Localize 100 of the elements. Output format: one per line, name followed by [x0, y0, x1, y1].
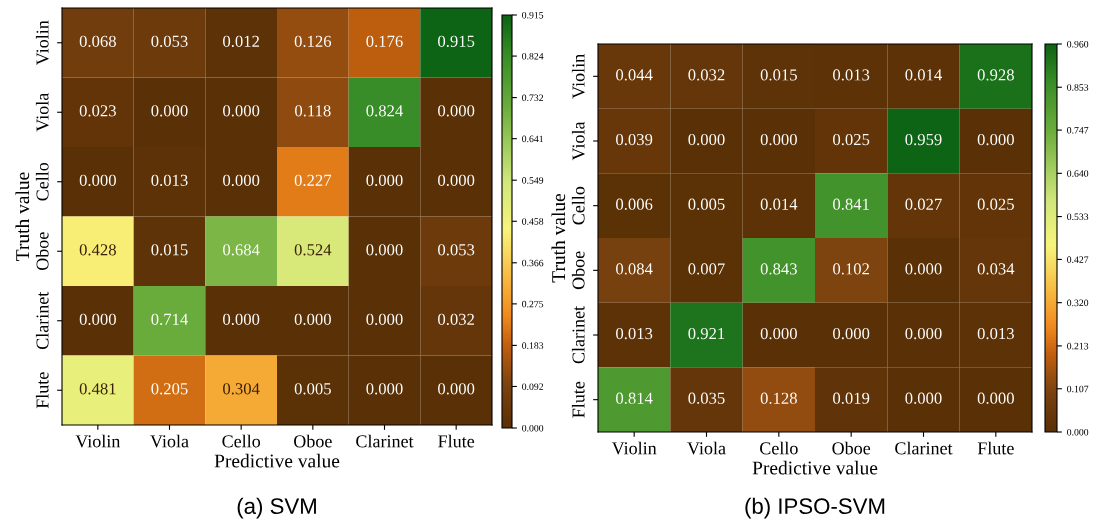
x-tick-label: Viola: [150, 434, 189, 448]
x-tick-label: Clarinet: [356, 434, 414, 448]
data-label: 0.481: [79, 383, 116, 395]
data-label: 0.005: [294, 383, 331, 395]
color-bar-label: 0.915: [522, 11, 544, 19]
data-label: 0.102: [833, 263, 869, 275]
color-bar-label: 0.533: [1067, 213, 1089, 221]
data-label: 0.176: [366, 35, 403, 47]
y-tick-label: Viola: [35, 92, 49, 132]
data-label: 0.126: [294, 35, 332, 47]
text: (b) IPSO-SVM: [745, 497, 885, 519]
color-bar-label: 0.549: [522, 177, 544, 184]
y-tick-label: Viola: [571, 121, 585, 161]
data-label: 0.044: [616, 69, 653, 81]
data-label: 0.227: [294, 174, 332, 186]
x-axis-title: Predictive value: [752, 460, 878, 475]
data-label: 0.013: [616, 327, 653, 340]
x-tick-label: Oboe: [294, 434, 332, 448]
data-label: 0.032: [688, 69, 725, 81]
x-tick-label: Violin: [75, 434, 121, 448]
data-label: 0.007: [688, 263, 725, 275]
data-label: 0.000: [223, 174, 260, 186]
data-label: 0.000: [977, 392, 1014, 404]
x-tick-label: Oboe: [832, 441, 871, 455]
data-label: 0.000: [438, 383, 475, 395]
data-label: 0.000: [366, 383, 403, 395]
data-label: 0.000: [977, 133, 1014, 146]
y-tick-label: Flute: [571, 381, 585, 418]
x-axis-title: Predictive value: [214, 453, 340, 468]
data-label: 0.084: [616, 263, 653, 275]
color-bar-label: 0.640: [1067, 170, 1089, 177]
data-label: 0.959: [905, 133, 942, 146]
data-label: 0.006: [616, 198, 653, 210]
data-label: 0.025: [977, 198, 1014, 210]
data-label: 0.304: [223, 383, 260, 395]
data-label: 0.068: [79, 35, 116, 47]
y-tick-label: Clarinet: [571, 306, 585, 364]
data-label: 0.000: [905, 327, 942, 340]
x-tick-label: Flute: [977, 441, 1014, 455]
data-label: 0.013: [151, 174, 188, 186]
data-label: 0.000: [438, 174, 475, 186]
y-tick-label: Violin: [571, 54, 585, 99]
y-tick-label: Oboe: [571, 251, 585, 290]
x-tick-label: Viola: [687, 441, 726, 455]
data-label: 0.013: [977, 327, 1014, 340]
data-label: 0.000: [223, 313, 260, 325]
x-tick-label: Cello: [222, 434, 261, 448]
data-label: 0.000: [905, 392, 942, 404]
data-label: 0.035: [688, 392, 725, 404]
color-bar-label: 0.824: [522, 52, 544, 60]
color-bar-label: 0.320: [1067, 299, 1089, 307]
data-label: 0.000: [366, 244, 403, 256]
data-label: 0.034: [977, 263, 1015, 275]
data-label: 0.000: [905, 263, 942, 275]
data-label: 0.428: [79, 244, 116, 256]
data-label: 0.000: [688, 133, 725, 146]
data-label: 0.015: [760, 69, 797, 81]
data-label: 0.118: [295, 105, 331, 117]
data-label: 0.000: [294, 313, 331, 325]
color-bar-label: 0.458: [522, 218, 544, 225]
data-label: 0.013: [833, 69, 870, 81]
color-bar-label: 0.960: [1067, 40, 1089, 48]
color-bar-label: 0.275: [522, 300, 544, 308]
y-tick-label: Oboe: [35, 232, 49, 271]
x-tick-label: Cello: [760, 441, 798, 455]
y-axis-title: Truth value: [551, 193, 566, 283]
data-label: 0.524: [294, 244, 332, 256]
x-tick-label: Flute: [438, 434, 475, 448]
data-label: 0.684: [223, 244, 260, 256]
y-tick-label: Cello: [35, 162, 49, 201]
x-tick-label: Violin: [611, 441, 657, 455]
color-bar-label: 0.107: [1067, 385, 1089, 393]
data-label: 0.053: [438, 244, 475, 256]
data-label: 0.019: [833, 392, 870, 404]
x-tick-label: Clarinet: [895, 441, 953, 455]
y-tick-label: Violin: [35, 20, 49, 66]
data-label: 0.000: [760, 327, 797, 340]
data-label: 0.714: [151, 313, 188, 325]
data-label: 0.205: [151, 383, 188, 395]
y-axis-title: Truth value: [15, 172, 30, 261]
data-label: 0.015: [151, 244, 188, 256]
data-label: 0.025: [833, 133, 870, 146]
data-label: 0.027: [905, 198, 942, 210]
data-label: 0.000: [79, 313, 116, 325]
color-bar-label: 0.641: [522, 135, 544, 143]
color-bar-label: 0.747: [1067, 127, 1089, 134]
data-label: 0.039: [616, 133, 653, 146]
data-label: 0.128: [760, 392, 797, 404]
data-label: 0.000: [223, 105, 260, 117]
color-bar-label: 0.427: [1067, 256, 1089, 263]
y-tick-label: Clarinet: [35, 291, 49, 350]
color-bar-label: 0.000: [1067, 428, 1089, 436]
data-label: 0.824: [366, 105, 403, 117]
data-label: 0.032: [438, 313, 474, 325]
color-bar-label: 0.000: [522, 424, 544, 432]
color-bar-label: 0.732: [522, 94, 544, 102]
data-label: 0.005: [688, 198, 725, 210]
text: (a) SVM: [237, 497, 316, 519]
data-label: 0.053: [151, 35, 188, 47]
data-label: 0.014: [905, 69, 942, 81]
